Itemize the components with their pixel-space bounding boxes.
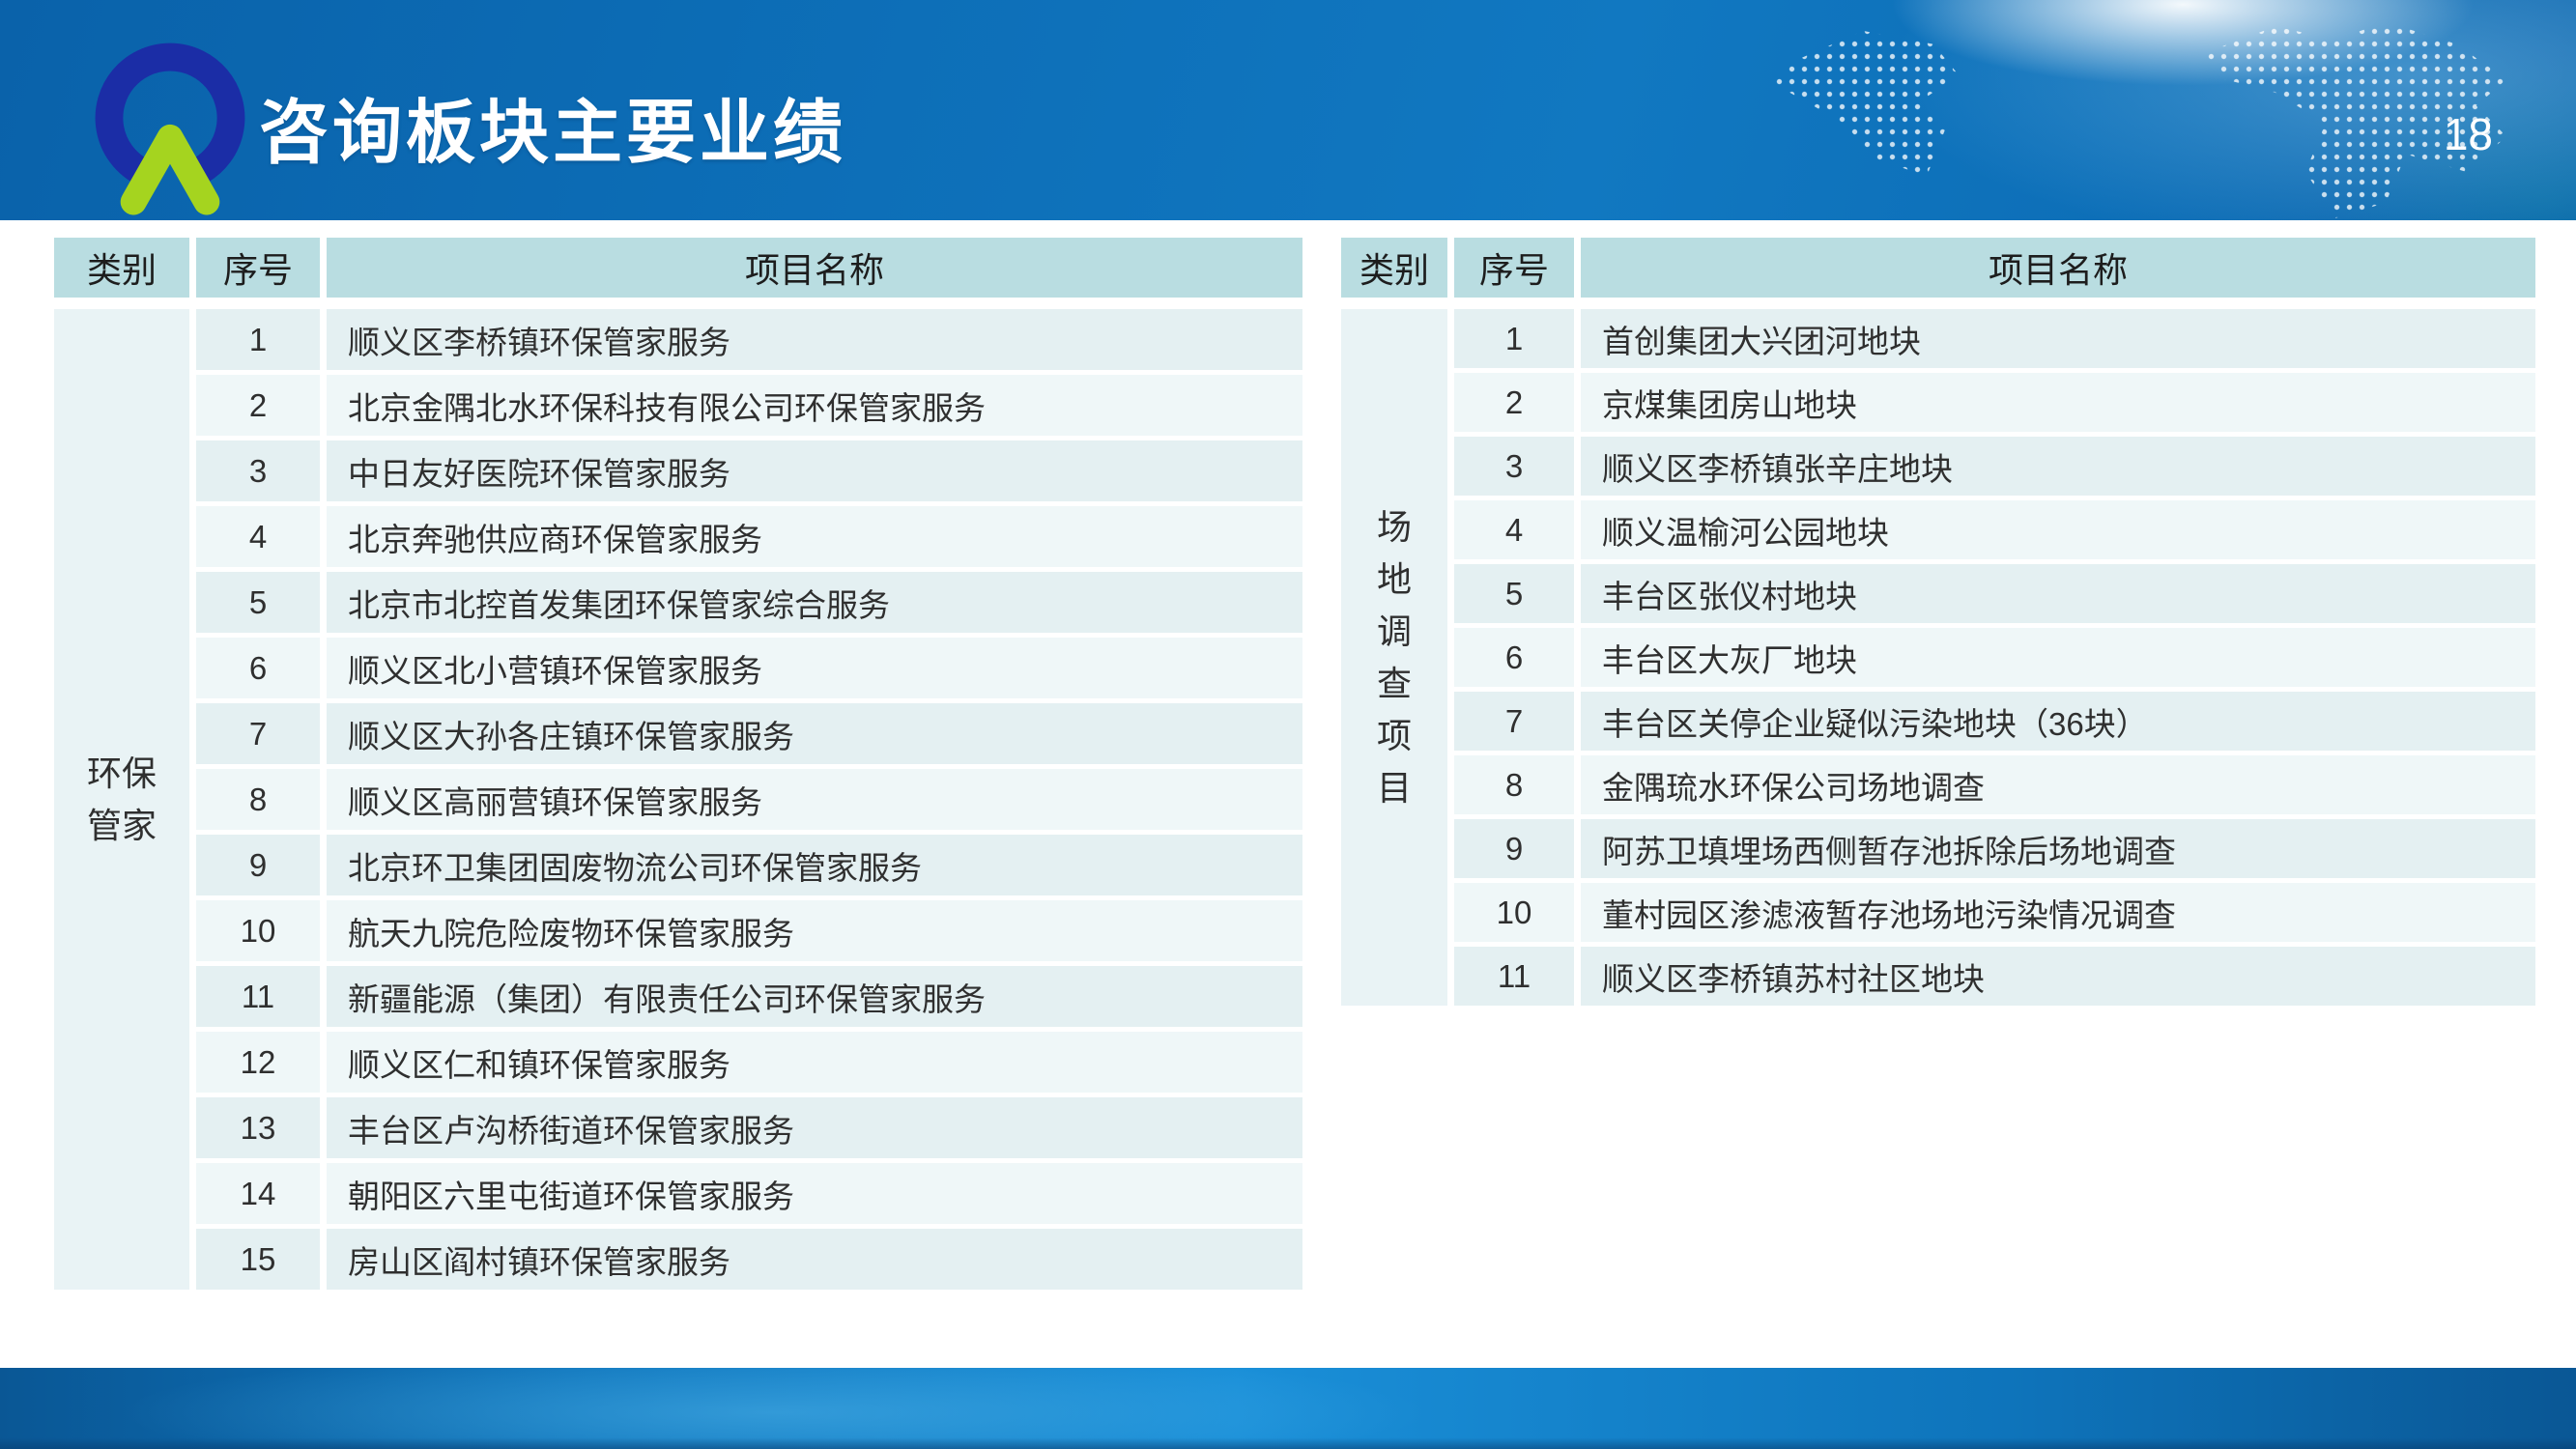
table-environmental-stewardship: 类别 序号 项目名称环保 管家 1 顺义区李桥镇环保管家服务 2 北京金隅北水环保科技有限公… <box>54 238 1302 1290</box>
project-name-cell: 京煤集团房山地块 <box>1581 373 2535 432</box>
footer-bar <box>0 1368 2576 1449</box>
row-number-cell: 11 <box>196 966 320 1027</box>
row-number-cell: 9 <box>1454 819 1574 878</box>
project-name-cell: 丰台区关停企业疑似污染地块（36块） <box>1581 692 2535 751</box>
company-logo-icon <box>95 43 245 215</box>
project-name-cell: 中日友好医院环保管家服务 <box>327 440 1302 501</box>
row-number-cell: 9 <box>196 835 320 895</box>
project-name-cell: 顺义区高丽营镇环保管家服务 <box>327 769 1302 830</box>
project-name-cell: 朝阳区六里屯街道环保管家服务 <box>327 1163 1302 1224</box>
project-name-cell: 新疆能源（集团）有限责任公司环保管家服务 <box>327 966 1302 1027</box>
project-name-cell: 顺义区大孙各庄镇环保管家服务 <box>327 703 1302 764</box>
slide-header-banner: 咨询板块主要业绩 18 <box>0 0 2576 220</box>
project-name-cell: 顺义区仁和镇环保管家服务 <box>327 1032 1302 1093</box>
row-number-cell: 13 <box>196 1097 320 1158</box>
row-number-cell: 12 <box>196 1032 320 1093</box>
slide-title: 咨询板块主要业绩 <box>259 95 847 172</box>
project-name-cell: 董村园区渗滤液暂存池场地污染情况调查 <box>1581 883 2535 942</box>
project-name-cell: 北京奔驰供应商环保管家服务 <box>327 506 1302 567</box>
row-number-cell: 1 <box>1454 309 1574 368</box>
project-name-cell: 丰台区大灰厂地块 <box>1581 628 2535 687</box>
project-name-cell: 阿苏卫填埋场西侧暂存池拆除后场地调查 <box>1581 819 2535 878</box>
row-number-cell: 5 <box>196 572 320 633</box>
row-number-cell: 6 <box>1454 628 1574 687</box>
row-number-cell: 7 <box>196 703 320 764</box>
table-header-cell: 类别 <box>54 238 189 304</box>
row-number-cell: 6 <box>196 638 320 698</box>
project-name-cell: 顺义区李桥镇环保管家服务 <box>327 309 1302 370</box>
row-number-cell: 3 <box>1454 437 1574 496</box>
page-number: 18 <box>2443 109 2493 159</box>
project-name-cell: 北京环卫集团固废物流公司环保管家服务 <box>327 835 1302 895</box>
row-number-cell: 4 <box>1454 500 1574 559</box>
project-name-cell: 顺义区李桥镇张辛庄地块 <box>1581 437 2535 496</box>
row-number-cell: 4 <box>196 506 320 567</box>
project-name-cell: 顺义温榆河公园地块 <box>1581 500 2535 559</box>
row-number-cell: 10 <box>1454 883 1574 942</box>
category-cell: 环保 管家 <box>54 309 189 1290</box>
project-name-cell: 丰台区张仪村地块 <box>1581 564 2535 623</box>
project-name-cell: 丰台区卢沟桥街道环保管家服务 <box>327 1097 1302 1158</box>
project-name-cell: 房山区阎村镇环保管家服务 <box>327 1229 1302 1290</box>
table-header-cell: 序号 <box>196 238 320 304</box>
row-number-cell: 3 <box>196 440 320 501</box>
row-number-cell: 8 <box>1454 755 1574 814</box>
row-number-cell: 2 <box>196 375 320 436</box>
project-name-cell: 顺义区李桥镇苏村社区地块 <box>1581 947 2535 1006</box>
project-name-cell: 金隅琉水环保公司场地调查 <box>1581 755 2535 814</box>
row-number-cell: 2 <box>1454 373 1574 432</box>
table-site-investigation: 类别 序号 项目名称场 地 调 查 项 目 1 首创集团大兴团河地块 2 京煤集团房山地块 3… <box>1341 238 2535 1006</box>
row-number-cell: 11 <box>1454 947 1574 1006</box>
category-cell: 场 地 调 查 项 目 <box>1341 309 1447 1006</box>
table-header-cell: 类别 <box>1341 238 1447 304</box>
project-name-cell: 北京金隅北水环保科技有限公司环保管家服务 <box>327 375 1302 436</box>
row-number-cell: 10 <box>196 900 320 961</box>
header-glow-decoration <box>1513 0 2576 220</box>
row-number-cell: 15 <box>196 1229 320 1290</box>
row-number-cell: 8 <box>196 769 320 830</box>
project-name-cell: 顺义区北小营镇环保管家服务 <box>327 638 1302 698</box>
row-number-cell: 14 <box>196 1163 320 1224</box>
dotted-world-map-icon <box>1773 30 1959 177</box>
row-number-cell: 1 <box>196 309 320 370</box>
project-name-cell: 北京市北控首发集团环保管家综合服务 <box>327 572 1302 633</box>
project-name-cell: 首创集团大兴团河地块 <box>1581 309 2535 368</box>
row-number-cell: 7 <box>1454 692 1574 751</box>
table-header-cell: 项目名称 <box>1581 238 2535 304</box>
row-number-cell: 5 <box>1454 564 1574 623</box>
project-name-cell: 航天九院危险废物环保管家服务 <box>327 900 1302 961</box>
table-header-cell: 序号 <box>1454 238 1574 304</box>
table-header-cell: 项目名称 <box>327 238 1302 304</box>
